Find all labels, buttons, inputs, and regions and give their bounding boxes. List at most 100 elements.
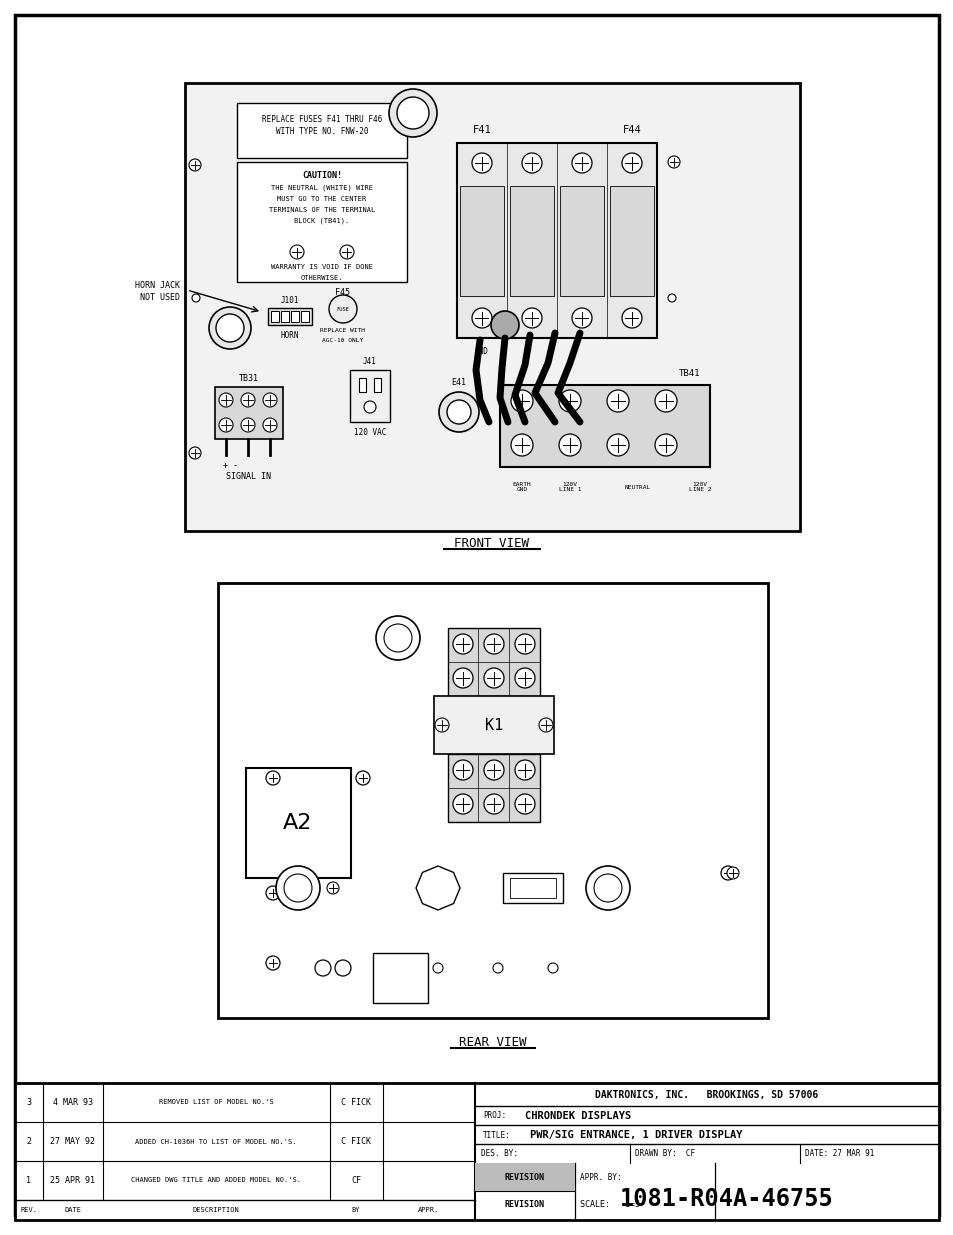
Text: 120V
LINE 2: 120V LINE 2 <box>688 482 711 493</box>
Circle shape <box>290 245 304 259</box>
Circle shape <box>521 153 541 173</box>
Bar <box>510 878 556 898</box>
Text: HORN JACK: HORN JACK <box>135 280 180 289</box>
Text: DESCRIPTION: DESCRIPTION <box>193 1207 239 1213</box>
Circle shape <box>606 433 628 456</box>
Circle shape <box>424 876 451 902</box>
Text: F41: F41 <box>472 125 491 135</box>
Bar <box>459 186 503 296</box>
Bar <box>271 311 278 322</box>
Text: REAR VIEW: REAR VIEW <box>458 1035 526 1049</box>
Circle shape <box>263 393 276 408</box>
Text: EARTH
GND: EARTH GND <box>512 482 531 493</box>
Circle shape <box>621 308 641 329</box>
Circle shape <box>327 882 338 894</box>
Text: HORN: HORN <box>280 331 299 340</box>
Circle shape <box>219 417 233 432</box>
Text: C FICK: C FICK <box>340 1098 371 1107</box>
Bar <box>373 953 428 1003</box>
Circle shape <box>491 311 518 338</box>
Bar <box>502 873 562 903</box>
Text: 25 APR 91: 25 APR 91 <box>51 1176 95 1186</box>
Bar <box>236 103 407 158</box>
Text: DAKTRONICS, INC.   BROOKINGS, SD 57006: DAKTRONICS, INC. BROOKINGS, SD 57006 <box>595 1091 818 1100</box>
Circle shape <box>335 960 351 976</box>
Circle shape <box>655 390 677 412</box>
Circle shape <box>266 885 280 900</box>
Text: THE NEUTRAL (WHITE) WIRE: THE NEUTRAL (WHITE) WIRE <box>271 185 373 191</box>
Circle shape <box>726 867 739 879</box>
Bar <box>456 143 657 338</box>
Text: 1081-R04A-46755: 1081-R04A-46755 <box>619 1187 833 1212</box>
Bar <box>475 1163 575 1191</box>
Text: CAUTION!: CAUTION! <box>302 170 341 179</box>
Text: REVISION: REVISION <box>504 1173 544 1182</box>
Text: WITH TYPE NO. FNW-20: WITH TYPE NO. FNW-20 <box>275 126 368 136</box>
Text: NEUTRAL: NEUTRAL <box>624 484 651 489</box>
Bar <box>350 370 390 422</box>
Text: CHRONDEK DISPLAYS: CHRONDEK DISPLAYS <box>524 1112 631 1121</box>
Text: E41: E41 <box>451 378 466 387</box>
Circle shape <box>538 718 553 732</box>
Circle shape <box>667 156 679 168</box>
Circle shape <box>472 308 492 329</box>
Text: APPR. BY:: APPR. BY: <box>579 1172 621 1182</box>
Circle shape <box>493 963 502 973</box>
Circle shape <box>314 960 331 976</box>
Circle shape <box>667 294 676 303</box>
Circle shape <box>558 390 580 412</box>
Text: DATE: 27 MAR 91: DATE: 27 MAR 91 <box>804 1150 874 1158</box>
Circle shape <box>189 159 201 170</box>
Text: DRAWN BY:  CF: DRAWN BY: CF <box>635 1150 695 1158</box>
Text: REMOVED LIST OF MODEL NO.'S: REMOVED LIST OF MODEL NO.'S <box>158 1099 274 1105</box>
Circle shape <box>266 771 280 785</box>
Bar <box>609 186 654 296</box>
Text: 2: 2 <box>27 1137 31 1146</box>
Bar <box>301 311 309 322</box>
Circle shape <box>275 866 319 910</box>
Bar <box>185 83 800 531</box>
Bar <box>214 387 283 438</box>
Circle shape <box>453 634 473 655</box>
Bar <box>291 311 298 322</box>
Text: C FICK: C FICK <box>340 1137 371 1146</box>
Text: 4 MAR 93: 4 MAR 93 <box>53 1098 92 1107</box>
Bar <box>374 378 380 391</box>
Text: TERMINALS OF THE TERMINAL: TERMINALS OF THE TERMINAL <box>269 207 375 212</box>
Circle shape <box>515 794 535 814</box>
Circle shape <box>515 668 535 688</box>
Text: DES. BY:: DES. BY: <box>480 1150 517 1158</box>
Circle shape <box>606 390 628 412</box>
Text: FUSE: FUSE <box>336 306 349 311</box>
Circle shape <box>209 308 251 350</box>
Bar <box>510 186 554 296</box>
Text: DATE: DATE <box>65 1207 81 1213</box>
Circle shape <box>572 153 592 173</box>
Bar <box>448 755 539 823</box>
Circle shape <box>355 771 370 785</box>
Text: PWR/SIG ENTRANCE, 1 DRIVER DISPLAY: PWR/SIG ENTRANCE, 1 DRIVER DISPLAY <box>530 1130 741 1140</box>
Circle shape <box>483 760 503 781</box>
Circle shape <box>375 616 419 659</box>
Text: APPR.: APPR. <box>418 1207 439 1213</box>
Text: CHANGED DWG TITLE AND ADDED MODEL NO.'S.: CHANGED DWG TITLE AND ADDED MODEL NO.'S. <box>131 1177 301 1183</box>
Circle shape <box>241 417 254 432</box>
Text: 3: 3 <box>27 1098 31 1107</box>
Circle shape <box>594 874 621 902</box>
Circle shape <box>396 98 429 128</box>
Circle shape <box>266 956 280 969</box>
Text: ADDED CH-1036H TO LIST OF MODEL NO.'S.: ADDED CH-1036H TO LIST OF MODEL NO.'S. <box>135 1139 296 1145</box>
Circle shape <box>241 393 254 408</box>
Circle shape <box>435 718 449 732</box>
Circle shape <box>389 89 436 137</box>
Text: FRONT VIEW: FRONT VIEW <box>454 536 529 550</box>
Text: TITLE:: TITLE: <box>482 1130 510 1140</box>
Circle shape <box>483 634 503 655</box>
Text: PROJ:: PROJ: <box>482 1112 506 1120</box>
Bar <box>15 1083 938 1220</box>
Text: F45: F45 <box>335 288 350 296</box>
Circle shape <box>453 760 473 781</box>
Bar <box>281 311 289 322</box>
Circle shape <box>472 153 492 173</box>
Circle shape <box>483 668 503 688</box>
